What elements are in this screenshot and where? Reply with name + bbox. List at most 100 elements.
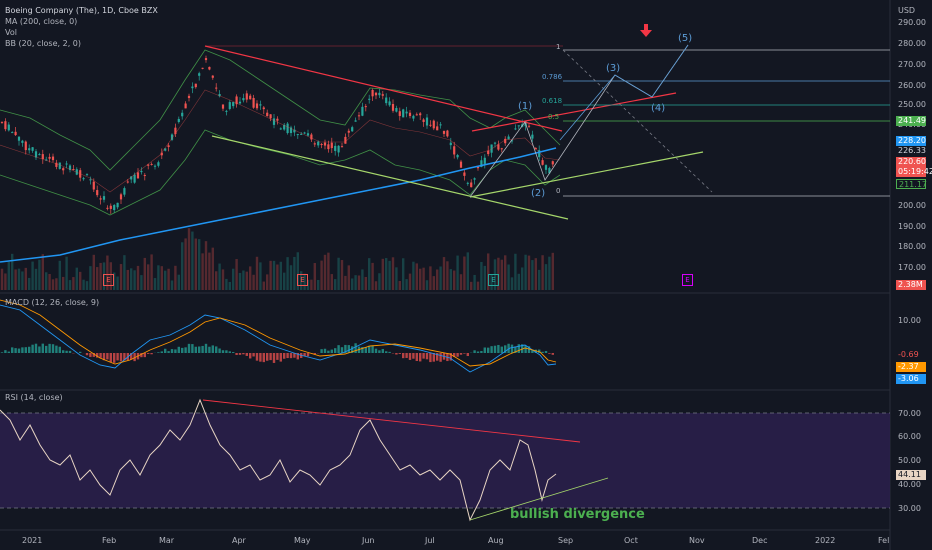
volume-bar [419, 268, 422, 290]
trendline-lower-green [211, 135, 569, 220]
macd-hist-bar [466, 353, 469, 357]
macd-hist-bar [334, 348, 337, 353]
bb-indicator-label[interactable]: BB (20, close, 2, 0) [5, 39, 81, 48]
price-axis-tick: 280.00 [898, 39, 926, 48]
volume-bar [500, 259, 503, 290]
macd-hist-bar [204, 343, 208, 353]
macd-hist-bar [252, 353, 255, 357]
volume-bar [432, 276, 435, 290]
macd-hist-bar [412, 353, 415, 359]
candle-body [126, 181, 129, 183]
time-axis-tick: 2021 [22, 536, 43, 545]
volume-bar [147, 264, 150, 290]
macd-hist-bar [398, 353, 401, 354]
vol-indicator-label[interactable]: Vol [5, 28, 17, 37]
volume-bar [544, 264, 548, 290]
price-axis-tick: 270.00 [898, 60, 926, 69]
macd-hist-bar [65, 350, 68, 353]
wave-label-4: (4) [651, 103, 666, 114]
volume-bar [123, 255, 126, 290]
volume-bar [289, 265, 293, 290]
candle-body [34, 151, 38, 158]
volume-bar [150, 254, 153, 290]
volume-bar [252, 274, 255, 290]
candle-body [551, 161, 554, 165]
candle-body [340, 146, 344, 148]
macd-hist-bar [11, 347, 14, 353]
bullish-divergence-label: bullish divergence [510, 507, 645, 522]
candle-body [459, 161, 463, 168]
candle-body [507, 136, 510, 140]
volume-bar [340, 260, 344, 290]
macd-hist-bar [483, 347, 486, 353]
macd-hist-bar [381, 348, 384, 353]
volume-bar [255, 256, 259, 290]
candle-body [140, 170, 143, 173]
candle-body [436, 126, 439, 131]
volume-bar [361, 269, 364, 290]
volume-bar [327, 252, 330, 290]
macd-hist-bar [456, 353, 459, 357]
ma-indicator-label[interactable]: MA (200, close, 0) [5, 17, 78, 26]
macd-label[interactable]: MACD (12, 26, close, 9) [5, 298, 100, 307]
volume-bar [89, 266, 92, 290]
macd-hist-bar [187, 343, 191, 353]
tag-fib-236: 241.49 [896, 116, 926, 126]
time-axis-tick: Sep [558, 536, 574, 545]
macd-hist-bar [96, 353, 99, 358]
earnings-marker[interactable]: E [488, 274, 499, 286]
volume-bar [62, 276, 65, 290]
macd-hist-bar [28, 346, 31, 353]
candle-body [164, 148, 167, 151]
volume-bar [28, 277, 31, 290]
fib-label-1: 1 [556, 43, 561, 51]
candle-body [45, 159, 48, 161]
volume-bar [276, 264, 279, 290]
macd-hist-bar [269, 353, 272, 361]
macd-hist-bar [201, 345, 204, 353]
candle-body [191, 86, 194, 89]
macd-hist-bar [371, 345, 374, 353]
macd-hist-bar [242, 353, 245, 355]
rsi-label[interactable]: RSI (14, close) [5, 393, 63, 402]
candle-body [429, 124, 432, 126]
macd-hist-bar [459, 353, 463, 355]
symbol-title: Boeing Company (The), 1D, Cboe BZX [5, 6, 158, 15]
candle-body [388, 101, 391, 106]
time-axis-tick: Jun [362, 536, 375, 545]
candle-body [228, 102, 231, 109]
macd-hist-bar [92, 353, 95, 357]
candle-body [425, 117, 429, 126]
candle-body [323, 142, 327, 146]
candle-body [262, 107, 265, 110]
candle-body [337, 145, 340, 153]
candle-body [473, 178, 476, 180]
earnings-marker[interactable]: E [297, 274, 308, 286]
macd-hist-bar [544, 350, 548, 353]
earnings-marker-upcoming[interactable]: E [682, 274, 693, 286]
earnings-marker[interactable]: E [103, 274, 114, 286]
volume-bar [130, 268, 133, 290]
macd-hist-bar [41, 343, 44, 353]
macd-hist-bar [7, 351, 10, 353]
macd-hist-bar [34, 343, 38, 353]
volume-bar [109, 262, 112, 290]
volume-bar [388, 260, 391, 290]
macd-hist-bar [463, 353, 466, 354]
macd-hist-bar [432, 353, 435, 362]
macd-hist-bar [504, 345, 507, 353]
volume-bar [398, 280, 401, 290]
macd-signal [0, 299, 557, 367]
macd-hist-bar [538, 349, 541, 353]
macd-hist-bar [351, 346, 354, 353]
candle-body [41, 154, 44, 160]
volume-bar [551, 252, 554, 290]
volume-bar [72, 277, 75, 290]
tag-ma200: 228.20 [896, 136, 926, 146]
volume-bar [279, 261, 282, 290]
candle-body [51, 156, 55, 161]
fib-diagonal [562, 49, 713, 193]
candle-body [62, 168, 65, 171]
volume-bar [371, 262, 374, 290]
